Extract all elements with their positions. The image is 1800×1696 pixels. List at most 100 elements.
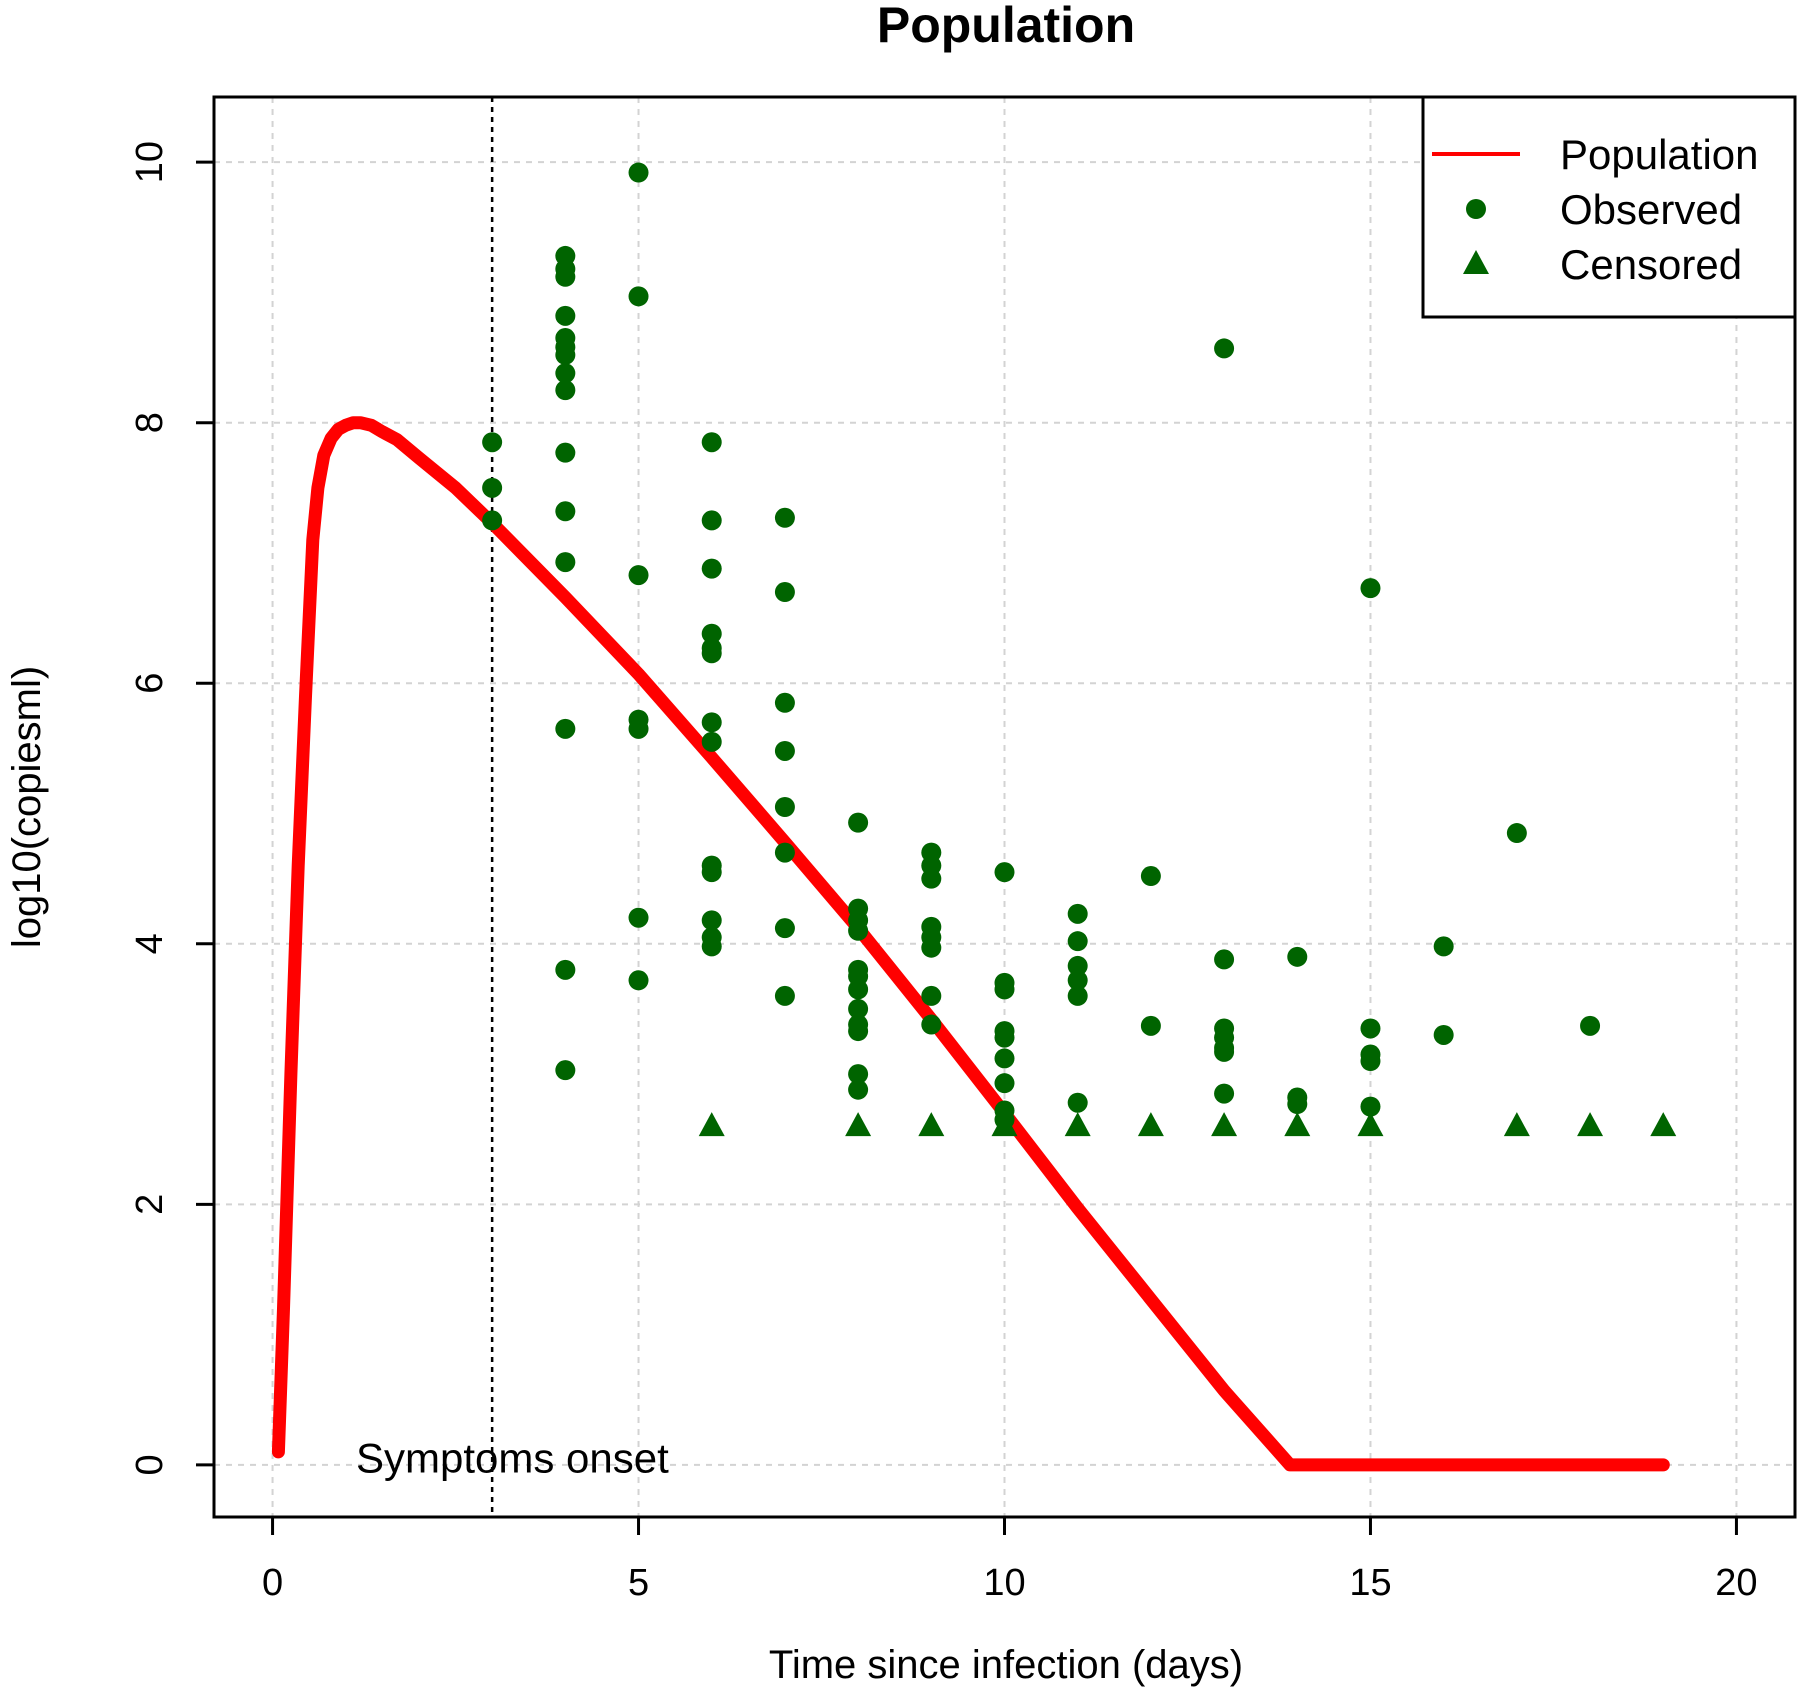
observed-point — [1140, 1015, 1161, 1036]
observed-point — [555, 501, 576, 522]
observed-point — [1067, 903, 1088, 924]
observed-point — [555, 380, 576, 401]
y-tick-label: 8 — [129, 412, 171, 433]
observed-point — [1580, 1015, 1601, 1036]
legend-label: Observed — [1560, 186, 1742, 233]
observed-point — [774, 985, 795, 1006]
observed-point — [1360, 1018, 1381, 1039]
observed-point — [701, 731, 722, 752]
censored-point — [845, 1112, 872, 1137]
censored-point — [698, 1112, 725, 1137]
censored-point — [1137, 1112, 1164, 1137]
observed-point — [555, 718, 576, 739]
observed-point — [628, 286, 649, 307]
y-tick-label: 2 — [129, 1194, 171, 1215]
population-line — [271, 416, 1670, 1472]
axes: 0 5 10 15 20 0 2 4 6 8 10 — [129, 141, 1758, 1604]
observed-point — [701, 432, 722, 453]
observed-point — [555, 442, 576, 463]
censored-point — [1357, 1112, 1384, 1137]
observed-point — [701, 510, 722, 531]
observed-point — [1506, 823, 1527, 844]
y-tick-label: 10 — [129, 141, 171, 183]
observed-point — [555, 959, 576, 980]
y-tick-label: 0 — [129, 1454, 171, 1475]
censored-point — [918, 1112, 945, 1137]
censored-point — [1577, 1112, 1604, 1137]
legend-label: Censored — [1560, 241, 1742, 288]
observed-point — [921, 937, 942, 958]
observed-point — [774, 797, 795, 817]
observed-points — [482, 162, 1601, 1130]
x-tick-label: 20 — [1715, 1562, 1757, 1604]
grid — [214, 97, 1795, 1517]
observed-point — [1067, 1092, 1088, 1113]
observed-point — [848, 1064, 869, 1085]
observed-point — [774, 582, 795, 603]
observed-point — [1214, 338, 1235, 359]
observed-point — [555, 1060, 576, 1081]
observed-point — [482, 432, 503, 453]
x-axis-title: Time since infection (days) — [769, 1643, 1243, 1687]
observed-point — [701, 558, 722, 579]
observed-point — [555, 363, 576, 384]
observed-point — [994, 1048, 1015, 1069]
x-tick-label: 10 — [983, 1562, 1025, 1604]
legend-marker-triangle — [1463, 250, 1489, 274]
observed-point — [848, 1079, 869, 1100]
observed-point — [994, 1073, 1015, 1094]
observed-point — [848, 812, 869, 833]
observed-point — [1140, 866, 1161, 887]
observed-point — [848, 998, 869, 1019]
observed-point — [628, 718, 649, 739]
observed-point — [1287, 946, 1308, 967]
observed-point — [994, 1027, 1015, 1048]
observed-point — [848, 979, 869, 1000]
observed-point — [701, 623, 722, 644]
legend: Population Observed Censored — [1421, 95, 1797, 319]
observed-point — [921, 868, 942, 889]
symptoms-onset-label: Symptoms onset — [356, 1434, 669, 1481]
observed-point — [1360, 578, 1381, 599]
observed-point — [701, 643, 722, 664]
observed-point — [1214, 1041, 1235, 1062]
censored-point — [1284, 1112, 1311, 1137]
observed-point — [701, 910, 722, 931]
observed-point — [921, 985, 942, 1006]
censored-point — [1211, 1112, 1238, 1137]
observed-point — [482, 477, 503, 498]
observed-point — [1214, 1083, 1235, 1104]
observed-point — [1433, 936, 1454, 957]
censored-point — [1064, 1112, 1091, 1137]
observed-point — [848, 1021, 869, 1042]
observed-point — [1360, 1051, 1381, 1072]
y-axis-title: log10(copiesml) — [5, 666, 49, 948]
y-tick-label: 4 — [129, 933, 171, 954]
censored-point — [991, 1112, 1018, 1137]
censored-points — [698, 1112, 1677, 1137]
observed-point — [1067, 985, 1088, 1006]
observed-point — [774, 842, 795, 863]
legend-box — [1421, 95, 1797, 319]
observed-point — [555, 305, 576, 326]
observed-point — [774, 507, 795, 528]
observed-point — [555, 266, 576, 287]
legend-marker-circle — [1466, 199, 1486, 219]
observed-point — [774, 692, 795, 713]
observed-point — [555, 552, 576, 573]
observed-point — [774, 740, 795, 761]
observed-point — [1067, 931, 1088, 952]
chart-title: Population — [877, 0, 1135, 53]
observed-point — [1214, 949, 1235, 970]
observed-point — [628, 970, 649, 991]
population-line-layer — [271, 416, 1670, 1472]
observed-point — [994, 979, 1015, 1000]
censored-point — [1503, 1112, 1530, 1137]
observed-point — [555, 344, 576, 365]
observed-point — [1433, 1024, 1454, 1045]
legend-label: Population — [1560, 131, 1759, 178]
censored-point — [1650, 1112, 1677, 1137]
observed-point — [1287, 1094, 1308, 1115]
observed-point — [774, 918, 795, 939]
